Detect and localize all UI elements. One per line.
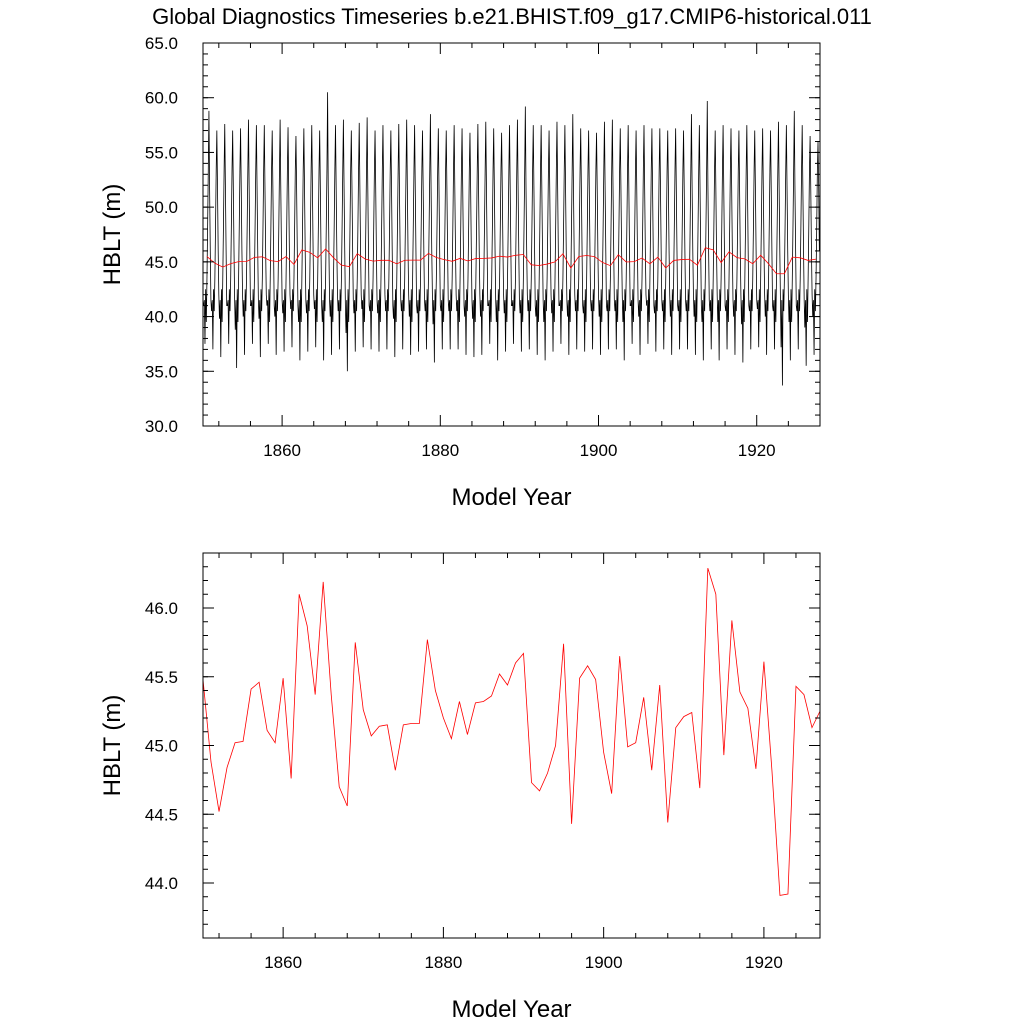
bottom-timeseries-plot: 1860 1880 1900 1920 44.0 44.5 45.0 45.5 46.0 Mod… [99,552,821,1023]
top-plot-annual-mean-series-line [206,247,817,275]
top-plot-x-tick-label: 1920 [738,441,776,460]
bottom-plot-y-tick-label: 46.0 [145,599,178,618]
bottom-plot-y-axis-label: HBLT (m) [99,695,126,797]
bottom-plot-ticks: 1860 1880 1900 1920 44.0 44.5 45.0 45.5 46.0 [145,552,820,972]
top-plot-x-tick-label: 1860 [263,441,301,460]
top-plot-y-axis-label: HBLT (m) [99,184,126,286]
top-plot-series [203,92,820,386]
top-plot-y-tick-label: 45.0 [145,253,178,272]
bottom-plot-annual-mean-series-line [203,568,820,896]
figure-title: Global Diagnostics Timeseries b.e21.BHIS… [152,4,872,29]
top-plot-ticks: 1860 1880 1900 1920 30.0 35.0 40.0 45.0 50.0 55.0… [145,34,821,460]
bottom-plot-y-tick-label: 44.5 [145,805,178,824]
bottom-plot-x-tick-label: 1900 [585,953,623,972]
bottom-plot-x-tick-label: 1860 [264,953,302,972]
top-plot-y-tick-label: 40.0 [145,308,178,327]
bottom-plot-x-axis-label: Model Year [451,996,571,1023]
bottom-plot-x-tick-label: 1880 [424,953,462,972]
top-plot-y-tick-label: 65.0 [145,34,178,53]
top-plot-y-tick-label: 30.0 [145,417,178,436]
top-plot-monthly-series-line [203,92,820,386]
bottom-plot-y-tick-label: 44.0 [145,874,178,893]
top-timeseries-plot: 1860 1880 1900 1920 30.0 35.0 40.0 45.0 50.0 55.0… [99,34,821,511]
top-plot-y-tick-label: 55.0 [145,143,178,162]
bottom-plot-y-tick-label: 45.5 [145,668,178,687]
bottom-plot-y-tick-label: 45.0 [145,737,178,756]
top-plot-x-axis-label: Model Year [451,484,571,511]
bottom-plot-x-tick-label: 1920 [745,953,783,972]
top-plot-frame [202,42,821,427]
top-plot-x-tick-label: 1880 [421,441,459,460]
top-plot-y-tick-label: 35.0 [145,362,178,381]
top-plot-y-tick-label: 60.0 [145,89,178,108]
bottom-plot-frame [202,552,821,939]
top-plot-x-tick-label: 1900 [580,441,618,460]
top-plot-y-tick-label: 50.0 [145,198,178,217]
bottom-plot-series [203,568,820,896]
